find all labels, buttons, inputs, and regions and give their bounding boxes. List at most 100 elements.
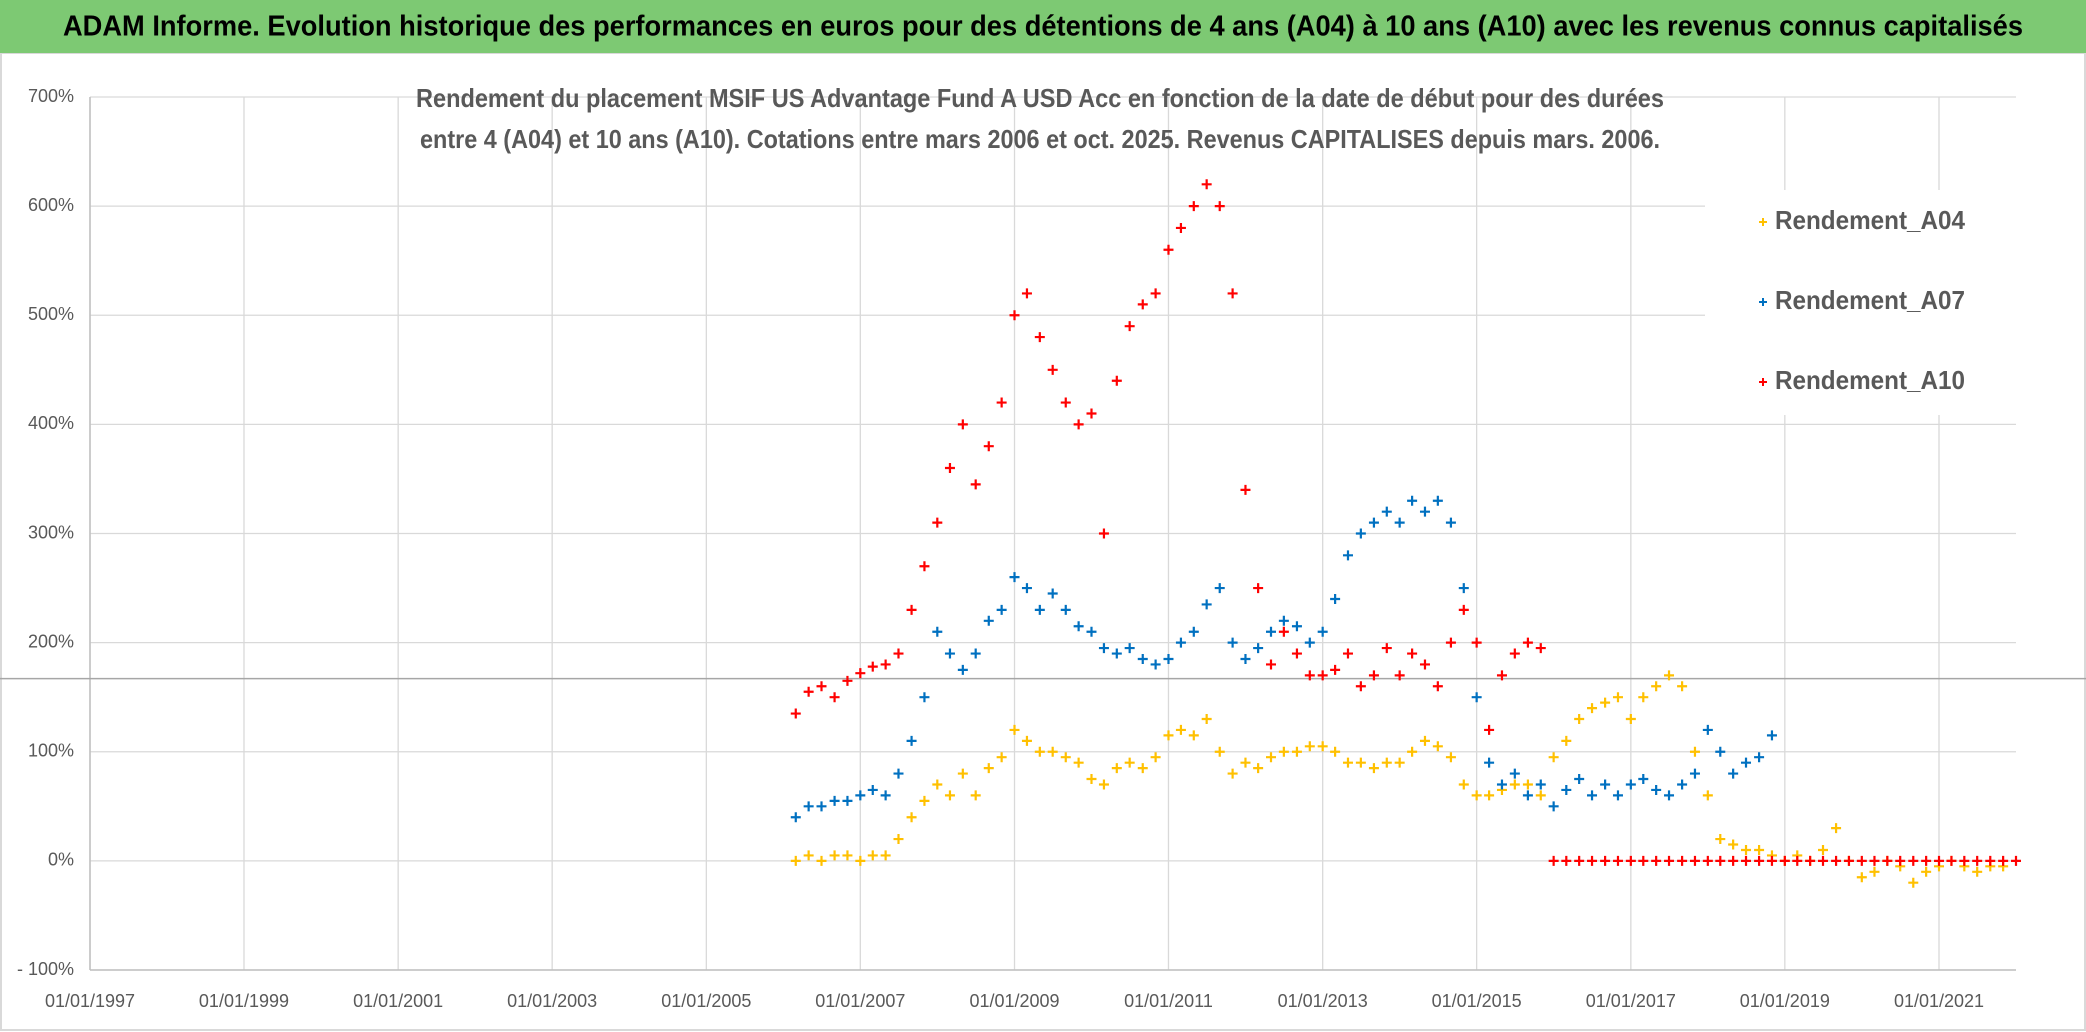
point (1419, 506, 1430, 517)
point (1137, 763, 1148, 774)
point (842, 850, 853, 861)
point (1201, 714, 1212, 725)
point (1150, 659, 1161, 670)
point (1381, 643, 1392, 654)
point (1214, 746, 1225, 757)
point (1677, 779, 1688, 790)
point (1394, 517, 1405, 528)
point (816, 801, 827, 812)
point (1715, 855, 1726, 866)
series (790, 179, 2021, 866)
point (1689, 855, 1700, 866)
header-bar (0, 0, 2086, 53)
point (1021, 288, 1032, 299)
point (1638, 692, 1649, 703)
y-tick-label: 200% (28, 631, 74, 651)
point (1548, 855, 1559, 866)
point (1214, 201, 1225, 212)
point (1240, 653, 1251, 664)
point (1355, 757, 1366, 768)
point (1266, 752, 1276, 763)
point (1651, 855, 1662, 866)
x-tick-label: 01/01/2011 (1124, 991, 1213, 1011)
point (1471, 637, 1482, 648)
point (1638, 774, 1649, 785)
x-tick-label: 01/01/2003 (507, 991, 597, 1011)
point (803, 686, 814, 697)
point (1754, 752, 1765, 763)
point (1240, 757, 1251, 768)
point (1355, 528, 1366, 539)
point (1330, 593, 1341, 604)
point (1368, 670, 1379, 681)
legend-box (1705, 190, 2016, 415)
point (1034, 746, 1045, 757)
point (1741, 757, 1752, 768)
point (1111, 648, 1122, 659)
point (1317, 670, 1328, 681)
point (1227, 768, 1238, 779)
x-tick-label: 01/01/2015 (1432, 991, 1522, 1011)
point (1766, 855, 1777, 866)
point (1754, 855, 1765, 866)
point (1535, 790, 1546, 801)
point (1766, 730, 1777, 741)
point (1111, 763, 1122, 774)
point (983, 441, 994, 452)
point (1818, 855, 1828, 866)
x-tick-label: 01/01/2009 (969, 991, 1059, 1011)
y-tick-label: 100% (28, 741, 74, 761)
point (1175, 637, 1186, 648)
x-tick-label: 01/01/2007 (815, 991, 905, 1011)
point (1330, 746, 1341, 757)
point (1163, 653, 1174, 664)
point (1689, 768, 1700, 779)
point (1818, 844, 1828, 855)
point (893, 648, 904, 659)
point (1728, 839, 1739, 850)
point (867, 784, 878, 795)
point (1574, 774, 1585, 785)
point (893, 834, 904, 845)
point (1522, 779, 1533, 790)
point (1227, 288, 1238, 299)
point (1715, 834, 1726, 845)
point (1651, 784, 1662, 795)
point (1098, 643, 1109, 654)
point (1073, 757, 1084, 768)
point (1150, 288, 1161, 299)
point (983, 615, 994, 626)
point (1600, 855, 1611, 866)
point (1163, 730, 1174, 741)
point (1381, 506, 1392, 517)
point (1124, 757, 1135, 768)
point (855, 790, 866, 801)
y-tick-label: 700% (28, 86, 74, 106)
point (1188, 730, 1199, 741)
point (944, 790, 955, 801)
point (1073, 419, 1084, 430)
point (1175, 724, 1186, 735)
legend-marker (1759, 298, 1767, 306)
point (1060, 397, 1071, 408)
point (829, 850, 840, 861)
point (1754, 844, 1765, 855)
point (1651, 681, 1662, 692)
point (1600, 779, 1611, 790)
point (1227, 637, 1238, 648)
point (1600, 697, 1611, 708)
point (1201, 179, 1212, 190)
point (1458, 604, 1469, 615)
point (1278, 626, 1289, 637)
point (1509, 779, 1520, 790)
point (1419, 735, 1430, 746)
point (880, 790, 891, 801)
point (1779, 855, 1790, 866)
point (1496, 670, 1507, 681)
point (1317, 626, 1328, 637)
point (906, 735, 917, 746)
point (880, 850, 891, 861)
point (919, 795, 930, 806)
series (790, 495, 1777, 823)
